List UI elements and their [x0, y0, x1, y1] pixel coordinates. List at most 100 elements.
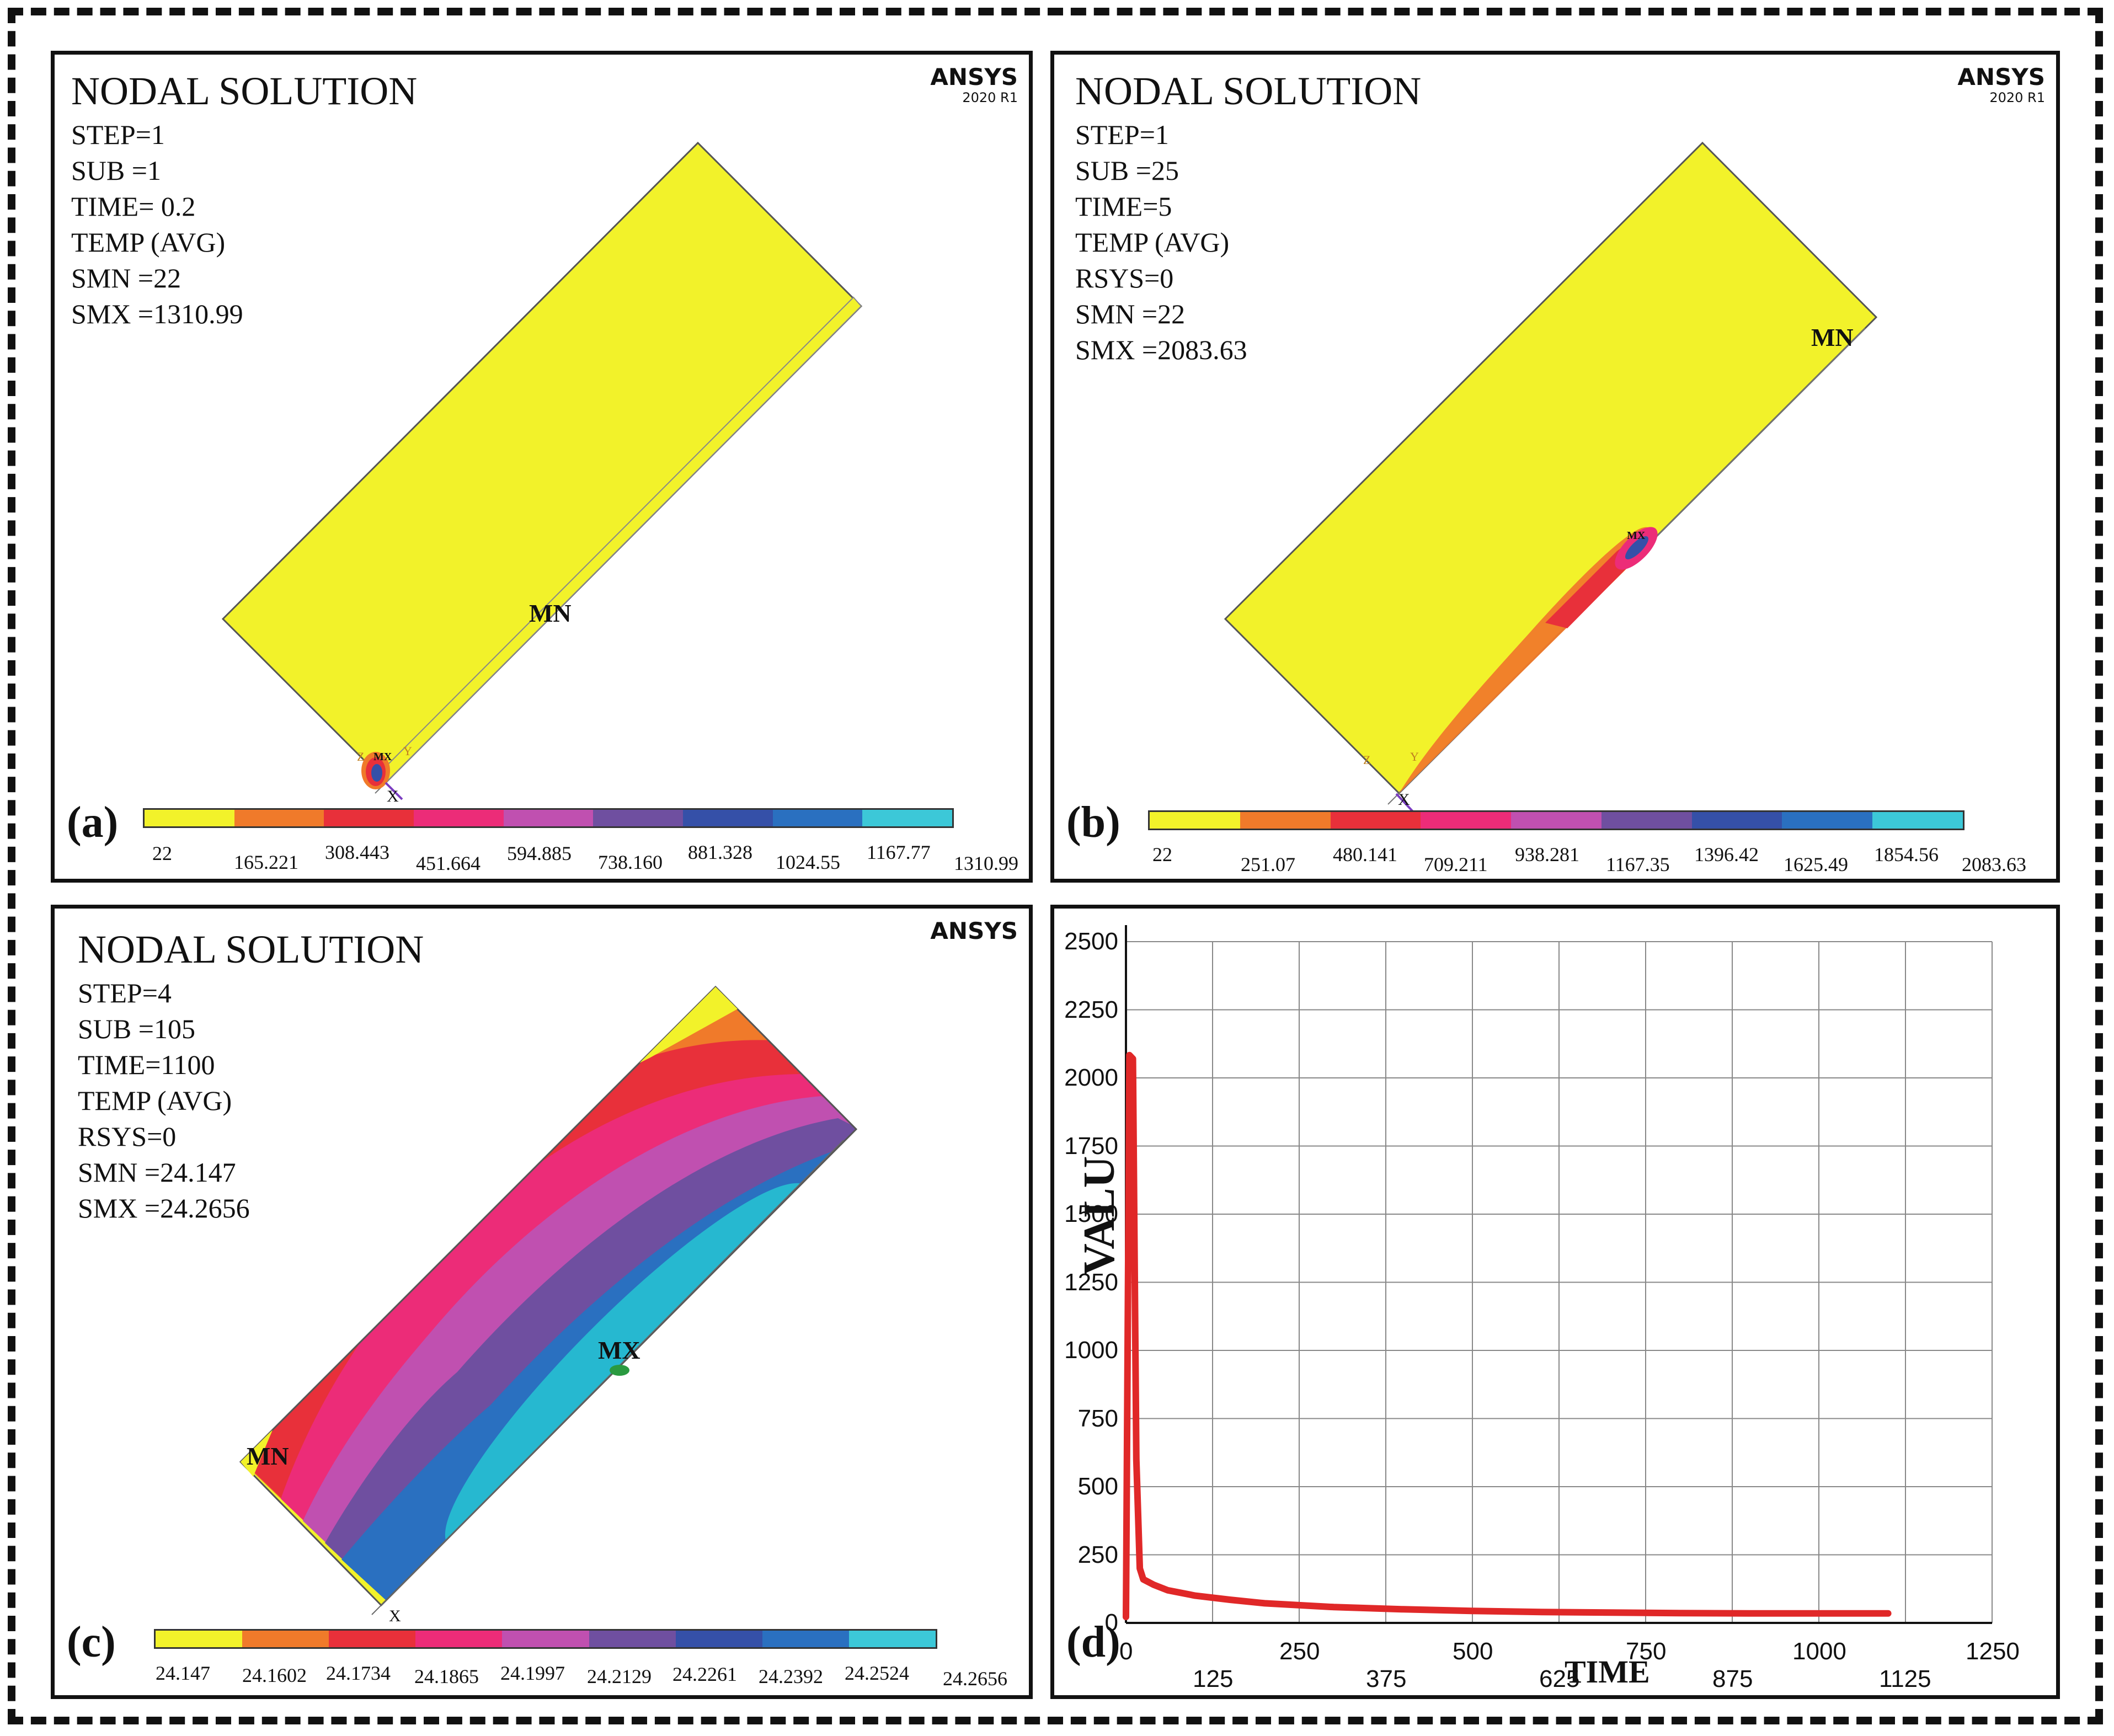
info-line: SMX =24.2656: [78, 1193, 250, 1224]
mn-marker: MN: [529, 599, 572, 627]
info-line: TIME=1100: [78, 1049, 215, 1080]
panel-d: 0 250 500 750 1000 1250 1500 1750 2000 2250 2500 0…: [1050, 905, 2060, 1699]
scale-tick: 251.07: [1241, 853, 1295, 875]
scale-tick: 1625.49: [1784, 853, 1848, 875]
x-tick-label: 375: [1366, 1665, 1407, 1692]
panel-b-title: NODAL SOLUTION: [1075, 69, 1422, 113]
brand-text: ANSYS: [930, 917, 1018, 944]
x-tick-label: 250: [1279, 1638, 1320, 1665]
scale-tick: 165.221: [234, 851, 298, 873]
info-line: TEMP (AVG): [1075, 227, 1230, 258]
info-line: TEMP (AVG): [71, 227, 226, 258]
y-tick-label: 2250: [1064, 996, 1118, 1023]
y-tick-label: 2000: [1064, 1064, 1118, 1091]
corner-patch: [639, 987, 738, 1063]
y-tick-label: 0: [1104, 1609, 1118, 1636]
scale-swatch: [683, 810, 773, 826]
x-tick-label: 875: [1712, 1665, 1753, 1692]
scale-tick: 24.2261: [672, 1663, 737, 1685]
scale-swatch: [324, 810, 414, 826]
scale-swatch: [1601, 812, 1692, 829]
scale-tick: 1024.55: [776, 851, 840, 873]
x-tick-label: 1250: [1966, 1638, 2020, 1665]
scale-tick: 1854.56: [1874, 843, 1939, 866]
info-line: TIME=5: [1075, 191, 1172, 222]
scale-tick: 24.2524: [845, 1662, 909, 1684]
mx-marker: MX: [1627, 530, 1646, 542]
mx-marker: MX: [598, 1336, 640, 1364]
y-tick-label: 2500: [1064, 928, 1118, 955]
scale-swatch: [503, 810, 594, 826]
figure-border: [8, 8, 2103, 1724]
scale-tick: 1167.35: [1606, 853, 1670, 875]
y-tick-label: 1750: [1064, 1132, 1118, 1160]
data-point: [1401, 1607, 1405, 1611]
line-chart: [1123, 925, 1993, 1624]
x-tick-label: 500: [1453, 1638, 1493, 1665]
scale-tick: 1167.77: [867, 841, 931, 863]
scale-tick: 451.664: [416, 852, 481, 874]
x-tick-label: 750: [1626, 1638, 1667, 1665]
scale-tick: 738.160: [598, 851, 663, 873]
scale-tick: 480.141: [1333, 843, 1397, 866]
scale-swatch: [329, 1631, 416, 1647]
scale-swatch: [502, 1631, 589, 1647]
data-point: [1193, 1594, 1197, 1598]
scale-swatch: [1691, 812, 1782, 829]
scale-swatch: [414, 810, 504, 826]
scale-swatch: [145, 810, 234, 826]
data-point: [1678, 1611, 1682, 1615]
scale-swatch: [415, 1631, 503, 1647]
scale-tick: 24.2656: [943, 1668, 1007, 1690]
panel-c-model: [239, 985, 858, 1615]
panel-b-model: [1224, 141, 1878, 813]
scale-tick: 24.1997: [500, 1662, 565, 1684]
info-line: SUB =105: [78, 1013, 195, 1044]
version-text: 2020 R1: [1989, 90, 2045, 105]
scale-swatch: [156, 1631, 243, 1647]
scale-swatch: [1421, 812, 1512, 829]
y-tick-label: 250: [1077, 1541, 1118, 1568]
plate-body: [1224, 141, 1878, 795]
ansys-logo: ANSYS 2020 R1: [930, 66, 1018, 105]
scale-swatch: [1511, 812, 1601, 829]
data-point: [1124, 1615, 1128, 1619]
scale-tick: 24.147: [156, 1662, 210, 1684]
scale-tick: 22: [152, 842, 172, 864]
panel-c: NODAL SOLUTION STEP=4 SUB =105 TIME=1100…: [51, 905, 1033, 1699]
version-text: 2020 R1: [962, 90, 1018, 105]
y-tick-label: 1500: [1064, 1200, 1118, 1227]
y-tick-label: 500: [1077, 1473, 1118, 1500]
data-point: [1609, 1611, 1613, 1615]
y-axis-title: VALU: [1075, 1156, 1124, 1275]
ansys-logo: ANSYS: [930, 920, 1018, 943]
mx-marker: MX: [373, 751, 392, 763]
x-tick-label: 125: [1193, 1665, 1234, 1692]
panel-b: NODAL SOLUTION STEP=1 SUB =25 TIME=5 TEM…: [1050, 51, 2060, 883]
panel-c-title: NODAL SOLUTION: [78, 927, 424, 971]
scale-swatch: [1150, 812, 1240, 829]
scale-swatch: [589, 1631, 676, 1647]
corner-patch: [241, 1430, 273, 1477]
y-tick-label: 1000: [1064, 1337, 1118, 1364]
scale-swatch: [762, 1631, 849, 1647]
data-point: [1471, 1609, 1474, 1613]
scale-swatch: [1330, 812, 1421, 829]
series-line: [1123, 1051, 1892, 1621]
info-line: TEMP (AVG): [78, 1085, 232, 1116]
info-line: SMX =1310.99: [71, 298, 243, 329]
scale-swatch: [1782, 812, 1873, 829]
scale-tick: 308.443: [325, 841, 389, 863]
scale-swatch: [593, 810, 684, 826]
mn-marker: MN: [1811, 323, 1854, 351]
mx-dot: [610, 1365, 629, 1376]
scale-swatch: [675, 1631, 762, 1647]
scale-tick: 24.1734: [326, 1662, 391, 1684]
x-tick-label: 1125: [1879, 1665, 1931, 1692]
scale-tick: 24.2392: [759, 1665, 823, 1687]
info-line: SMN =24.147: [78, 1157, 236, 1188]
axis-triad: [1395, 793, 1414, 813]
data-point: [1138, 1567, 1142, 1571]
data-point: [1141, 1577, 1145, 1581]
data-point: [1817, 1611, 1821, 1615]
